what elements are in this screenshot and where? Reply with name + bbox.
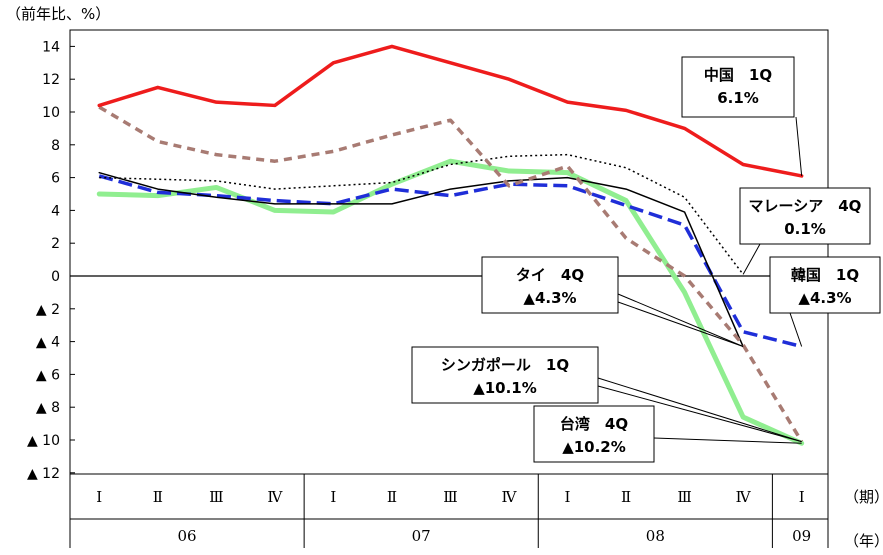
series-line-china: [97, 44, 804, 178]
year-label: 07: [412, 527, 431, 545]
callout-box: [411, 346, 599, 404]
y-tick-label: 8: [51, 138, 60, 154]
callout-box: [533, 405, 655, 463]
y-tick-label: ▲ 10: [27, 433, 60, 449]
callout-box: [681, 56, 795, 118]
y-tick-label: 0: [51, 269, 60, 285]
y-tick-label: 6: [51, 171, 60, 187]
quarter-label: Ⅱ: [387, 488, 397, 506]
callout-title: マレーシア 4Q: [749, 197, 862, 215]
callout-thailand: タイ 4Q ▲4.3%: [481, 256, 744, 347]
quarter-axis-label: （期）: [844, 488, 883, 506]
callout-title: 台湾 4Q: [560, 415, 628, 433]
callout-value: ▲10.1%: [473, 379, 537, 397]
series-line-thailand: [98, 171, 744, 348]
quarter-label: Ⅰ: [96, 488, 102, 506]
callout-leader: [789, 312, 803, 347]
callout-title: 中国 1Q: [704, 66, 772, 84]
callout-leader: [795, 116, 803, 177]
callout-leader: [597, 385, 802, 443]
callout-value: ▲10.2%: [562, 438, 626, 456]
quarter-label: Ⅰ: [330, 488, 336, 506]
callout-leader: [617, 301, 744, 347]
callout-value: ▲4.3%: [523, 289, 576, 307]
callout-singapore: シンガポール 1Q ▲10.1%: [411, 346, 802, 443]
quarter-label: Ⅳ: [501, 488, 517, 506]
series-line-singapore: [98, 105, 804, 443]
callout-title: 韓国 1Q: [791, 266, 859, 284]
quarter-label: Ⅲ: [443, 488, 457, 506]
y-tick-label: 14: [42, 39, 60, 55]
callout-box: [739, 187, 871, 245]
callout-korea: 韓国 1Q ▲4.3%: [769, 256, 881, 347]
callout-taiwan: 台湾 4Q ▲10.2%: [533, 405, 802, 463]
year-label: 09: [792, 527, 811, 545]
callout-value: 0.1%: [784, 220, 826, 238]
unit-label: （前年比、%）: [6, 5, 110, 23]
callout-leader: [742, 243, 761, 275]
quarter-label: Ⅱ: [153, 488, 163, 506]
callout-box: [769, 256, 881, 314]
callout-leader: [597, 377, 802, 443]
quarter-label: Ⅰ: [565, 488, 571, 506]
callout-title: シンガポール 1Q: [441, 356, 569, 374]
quarter-label: Ⅲ: [209, 488, 223, 506]
year-axis-label: （年）: [844, 532, 883, 550]
callout-china: 中国 1Q 6.1%: [681, 56, 803, 177]
y-tick-label: 2: [51, 236, 60, 252]
series-line-taiwan: [96, 158, 805, 446]
year-label: 08: [646, 527, 665, 545]
y-tick-label: ▲ 2: [36, 302, 60, 318]
quarter-label: Ⅰ: [799, 488, 805, 506]
quarter-label: Ⅳ: [736, 488, 752, 506]
y-tick-label: ▲ 4: [36, 335, 60, 351]
plot-frame: [69, 29, 829, 475]
callout-malaysia: マレーシア 4Q 0.1%: [739, 187, 871, 275]
quarter-label: Ⅳ: [267, 488, 283, 506]
callout-value: ▲4.3%: [798, 289, 851, 307]
quarter-label: Ⅲ: [677, 488, 691, 506]
y-tick-label: ▲ 6: [36, 367, 60, 383]
y-tick-label: 4: [51, 203, 60, 219]
callout-leader: [653, 437, 802, 444]
callout-box: [481, 256, 619, 314]
y-tick-label: ▲ 12: [27, 466, 60, 482]
callout-value: 6.1%: [717, 89, 759, 107]
callout-leader: [617, 293, 744, 347]
y-tick-label: 10: [42, 105, 60, 121]
year-label: 06: [178, 527, 197, 545]
quarter-label: Ⅱ: [621, 488, 631, 506]
y-tick-label: ▲ 8: [36, 400, 60, 416]
y-tick-label: 12: [42, 72, 60, 88]
callout-title: タイ 4Q: [516, 266, 584, 284]
